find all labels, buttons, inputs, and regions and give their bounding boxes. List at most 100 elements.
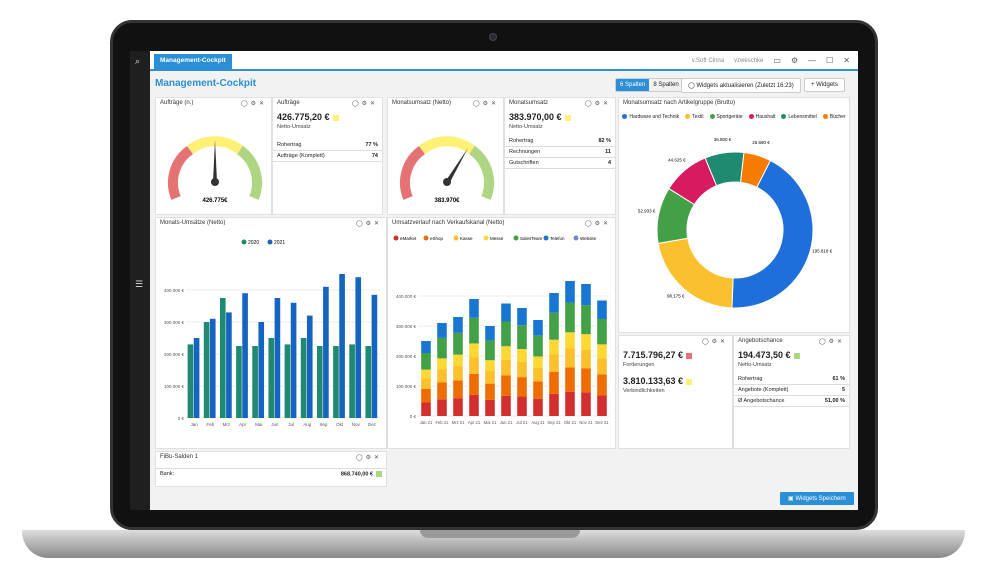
stack-segment: [469, 357, 479, 374]
stack-segment: [549, 312, 559, 340]
stack-segment: [501, 395, 511, 416]
stacked-bar-chart: eMarket eShop Kasse Messe SalesTeam Telefon We…: [393, 235, 610, 425]
stack-segment: [565, 281, 575, 303]
minimize-icon[interactable]: —: [808, 56, 817, 65]
bar-2021: [306, 315, 313, 418]
auftraege-value: 426.775,20 €: [273, 110, 382, 124]
bar-2021: [258, 322, 265, 418]
stack-segment: [437, 337, 447, 359]
stack-segment: [469, 317, 479, 344]
widget-title: FiBu-Salden 1: [160, 454, 199, 460]
legend-dot: [513, 235, 519, 241]
kv-key: Bank:: [160, 471, 175, 477]
kv-val: 82 %: [598, 138, 611, 144]
topbar: Management-Cockpit v.Soft Cinna vzweschk…: [150, 51, 858, 71]
value-text: 383.970,00 €: [509, 112, 562, 122]
y-tick-label: 400.000 €: [396, 294, 417, 299]
stack-segment: [565, 348, 575, 368]
kv-val: 74: [371, 153, 378, 159]
stack-segment: [581, 305, 591, 335]
widget-title: Umsatzverlauf nach Verkaufskanal (Netto): [392, 220, 505, 226]
bar-2021: [209, 318, 216, 418]
status-square: [564, 114, 571, 121]
close-icon[interactable]: ✕: [843, 56, 850, 65]
legend-dot: [543, 235, 549, 241]
stack-segment: [565, 302, 575, 333]
column-toggle: 6 Spalten 8 Spalten: [615, 78, 684, 92]
stack-segment: [565, 391, 575, 416]
widget-controls[interactable]: ◯⚙✕: [818, 339, 845, 345]
bar-2021: [193, 338, 200, 418]
widget-title: Monats-Umsätze (Netto): [160, 220, 226, 226]
x-tick-label: Okt 21: [564, 420, 577, 425]
bar-2020: [349, 344, 355, 418]
stack-segment: [421, 402, 431, 416]
stack-segment: [469, 394, 479, 416]
widget-controls[interactable]: ◯⚙✕: [355, 455, 382, 461]
widget-controls[interactable]: ◯⚙✕: [584, 101, 611, 107]
add-label: Widgets: [816, 82, 838, 88]
gear-icon[interactable]: ⚙: [790, 56, 799, 65]
stack-segment: [597, 358, 607, 375]
stack-segment: [517, 396, 527, 416]
x-tick-label: Sep: [319, 422, 328, 427]
value-text: 194.473,50 €: [738, 350, 791, 360]
legend-dot: [267, 239, 273, 245]
subtitle: Netto-Umsatz: [509, 124, 543, 130]
widget-monatsumsatz-gauge: Monatsumsatz (Netto) ◯⚙✕ 383.970€: [387, 97, 504, 215]
save-widgets-button[interactable]: ▣ Widgets Speichern: [780, 492, 854, 505]
x-tick-label: Feb 21: [435, 420, 449, 425]
cols-8-button[interactable]: 8 Spalten: [653, 82, 679, 88]
camera: [489, 33, 497, 41]
tab-management-cockpit[interactable]: Management-Cockpit: [154, 54, 232, 69]
legend-dot: [573, 235, 579, 241]
widget-controls[interactable]: ◯⚙✕: [355, 221, 382, 227]
bar-2021: [371, 294, 378, 418]
refresh-widgets-button[interactable]: ◯ Widgets aktualisieren (Zuletzt 16:23): [681, 78, 801, 93]
widget-controls[interactable]: ◯⚙✕: [584, 221, 611, 227]
widget-auftraege: Aufträge ◯⚙✕ 426.775,20 € Netto-Umsatz Ro…: [272, 97, 383, 215]
legend-label: Kasse: [460, 236, 473, 241]
stack-segment: [421, 378, 431, 389]
widget-title: Monatsumsatz: [509, 100, 549, 106]
search-icon[interactable]: ⌕: [135, 56, 141, 66]
stack-segment: [549, 354, 559, 372]
kv-list: Rohertrag 61 % Angebote (Komplett) 5 Ø Ang…: [734, 374, 849, 407]
page-title: Management-Cockpit: [155, 78, 257, 89]
x-tick-label: Dez 21: [595, 420, 609, 425]
cols-6-button[interactable]: 6 Spalten: [616, 79, 650, 91]
kv-key: Rechnungen: [509, 149, 541, 155]
sidebar: ⌕ ☰: [130, 51, 150, 510]
user-company: v.Soft Cinna: [691, 57, 725, 64]
pie-legend: Hardware und Technik Textil Sportgeräte Hau…: [619, 114, 849, 120]
x-tick-label: Jan 21: [420, 420, 433, 425]
bar-2020: [252, 346, 258, 418]
widget-controls[interactable]: ◯⚙✕: [351, 101, 378, 107]
value-text: 3.810.133,63 €: [623, 376, 684, 386]
widget-controls[interactable]: ◯⚙✕: [240, 101, 267, 107]
save-label: Widgets Speichern: [795, 496, 846, 502]
maximize-icon[interactable]: ☐: [826, 56, 834, 65]
stack-segment: [437, 323, 447, 338]
x-tick-label: Jan: [190, 422, 198, 427]
widget-controls[interactable]: ◯⚙✕: [701, 339, 728, 345]
stack-segment: [581, 284, 591, 306]
subtitle: Netto-Umsatz: [277, 124, 311, 130]
stack-segment: [549, 339, 559, 355]
bar-2020: [236, 346, 242, 418]
x-tick-label: Jul 21: [516, 420, 528, 425]
menu-icon[interactable]: ☰: [135, 279, 144, 289]
stack-segment: [485, 399, 495, 416]
y-tick-label: 400.000 €: [164, 288, 185, 293]
legend-item: Lebensmittel: [781, 114, 817, 120]
stack-segment: [581, 334, 591, 350]
legend-dot: [241, 239, 247, 245]
gauge-auftraege: 426.775€: [167, 136, 263, 204]
x-tick-label: Feb: [206, 422, 214, 427]
stack-segment: [517, 325, 527, 350]
value-text: 426.775,20 €: [277, 112, 330, 122]
y-tick-label: 200.000 €: [396, 354, 417, 359]
widget-controls[interactable]: ◯⚙✕: [472, 101, 499, 107]
chat-icon[interactable]: ▭: [773, 56, 781, 65]
add-widget-button[interactable]: + Widgets: [804, 78, 845, 92]
